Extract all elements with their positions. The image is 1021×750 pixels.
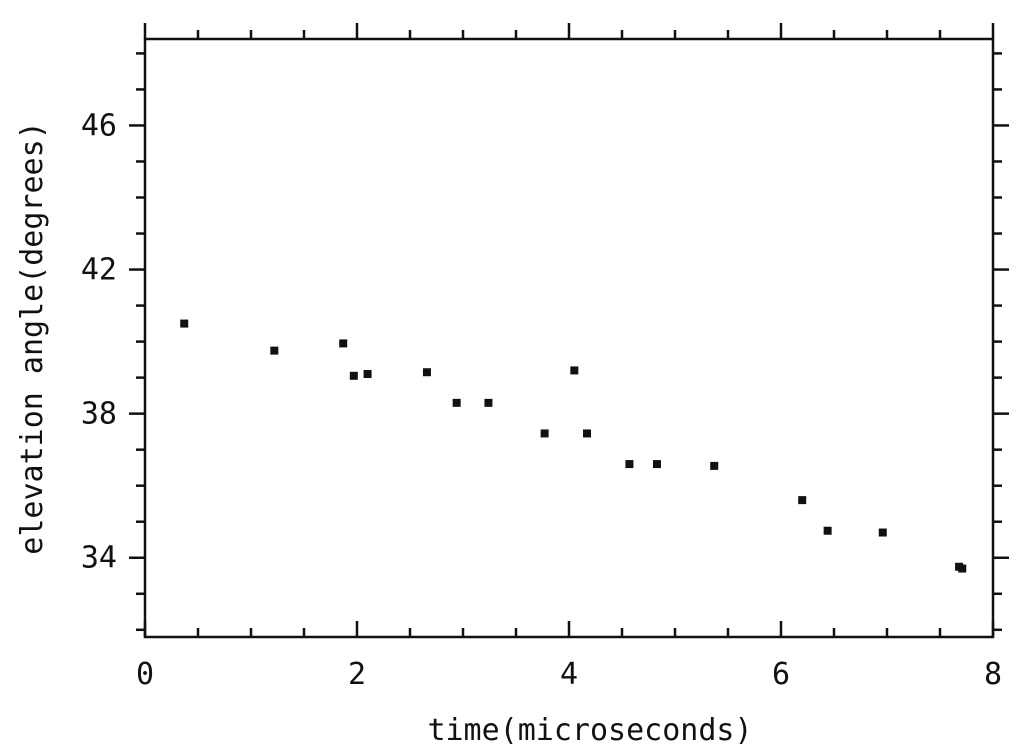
data-point [823,526,832,535]
axis-ticks [129,23,1009,637]
data-point [484,398,493,407]
data-points [180,319,967,573]
y-tick-label: 46 [81,108,117,143]
x-tick-label: 4 [560,657,578,692]
y-tick-label: 38 [81,397,117,432]
x-tick-label: 0 [136,657,154,692]
data-point [625,460,634,469]
plot-border [143,37,995,639]
y-axis-label: elevation angle(degrees) [15,121,50,554]
data-point [540,429,549,438]
data-point [422,368,431,377]
data-point [180,319,189,328]
data-point [583,429,592,438]
y-tick-label: 34 [81,541,117,576]
plot-frame [143,37,995,639]
data-point [363,370,372,379]
data-point [652,460,661,469]
data-point [570,366,579,375]
data-point [878,528,887,537]
data-point [339,339,348,348]
data-point [798,496,807,505]
x-tick-label: 6 [772,657,790,692]
data-point [270,346,279,355]
data-point [710,461,719,470]
data-point [349,371,358,380]
data-point [958,564,967,573]
x-tick-label: 2 [348,657,366,692]
x-axis-label: time(microseconds) [427,713,752,748]
data-point [452,398,461,407]
x-tick-label: 8 [984,657,1002,692]
y-tick-label: 42 [81,253,117,288]
